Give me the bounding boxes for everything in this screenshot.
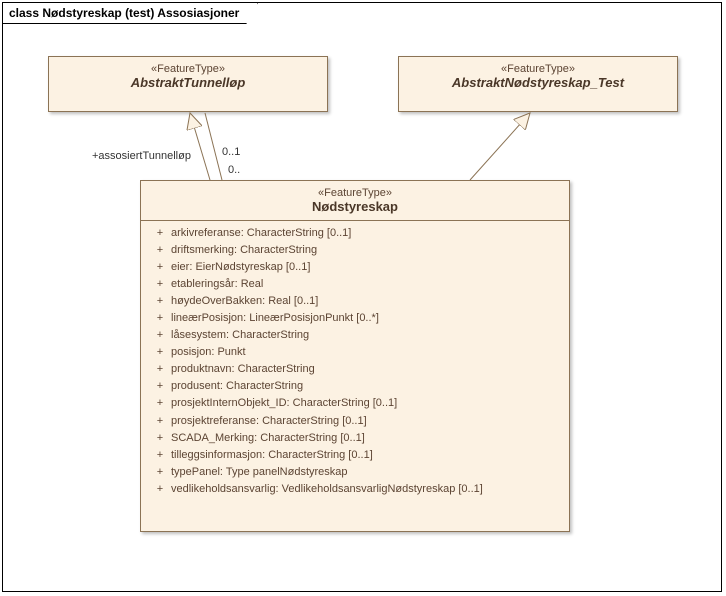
visibility-symbol: + (149, 413, 171, 430)
attribute-text: etableringsår: Real (171, 276, 263, 293)
stereotype-label: «FeatureType» (59, 63, 317, 75)
class-header: «FeatureType» AbstraktNødstyreskap_Test (399, 57, 677, 96)
visibility-symbol: + (149, 464, 171, 481)
attribute-row: +typePanel: Type panelNødstyreskap (149, 464, 561, 481)
visibility-symbol: + (149, 310, 171, 327)
class-abstrakt-tunnellop: «FeatureType» AbstraktTunnelløp (48, 56, 328, 112)
class-header: «FeatureType» AbstraktTunnelløp (49, 57, 327, 96)
attribute-row: +vedlikeholdsansvarlig: Vedlikeholdsansv… (149, 481, 561, 498)
attribute-text: SCADA_Merking: CharacterString [0..1] (171, 430, 365, 447)
attribute-text: låsesystem: CharacterString (171, 327, 309, 344)
visibility-symbol: + (149, 344, 171, 361)
attribute-text: høydeOverBakken: Real [0..1] (171, 293, 318, 310)
visibility-symbol: + (149, 395, 171, 412)
attribute-text: prosjektInternObjekt_ID: CharacterString… (171, 395, 397, 412)
visibility-symbol: + (149, 430, 171, 447)
attribute-text: typePanel: Type panelNødstyreskap (171, 464, 348, 481)
attribute-text: tilleggsinformasjon: CharacterString [0.… (171, 447, 373, 464)
attribute-row: +lineærPosisjon: LineærPosisjonPunkt [0.… (149, 310, 561, 327)
attribute-text: lineærPosisjon: LineærPosisjonPunkt [0..… (171, 310, 379, 327)
attribute-text: produktnavn: CharacterString (171, 361, 315, 378)
frame-title: class Nødstyreskap (test) Assosiasjoner (2, 2, 258, 24)
attribute-row: +arkivreferanse: CharacterString [0..1] (149, 225, 561, 242)
attribute-text: prosjektreferanse: CharacterString [0..1… (171, 413, 367, 430)
attribute-text: posisjon: Punkt (171, 344, 246, 361)
class-header: «FeatureType» Nødstyreskap (141, 181, 569, 220)
attribute-row: +etableringsår: Real (149, 276, 561, 293)
visibility-symbol: + (149, 293, 171, 310)
multiplicity-top: 0..1 (222, 146, 240, 158)
attribute-row: +prosjektInternObjekt_ID: CharacterStrin… (149, 395, 561, 412)
attribute-row: +SCADA_Merking: CharacterString [0..1] (149, 430, 561, 447)
class-name: AbstraktNødstyreskap_Test (409, 75, 667, 90)
class-name: Nødstyreskap (151, 199, 559, 214)
visibility-symbol: + (149, 259, 171, 276)
attribute-row: +produsent: CharacterString (149, 378, 561, 395)
visibility-symbol: + (149, 481, 171, 498)
attribute-row: +produktnavn: CharacterString (149, 361, 561, 378)
attribute-row: +posisjon: Punkt (149, 344, 561, 361)
class-name: AbstraktTunnelløp (59, 75, 317, 90)
multiplicity-bottom: 0.. (228, 164, 240, 176)
class-abstrakt-nodstyreskap-test: «FeatureType» AbstraktNødstyreskap_Test (398, 56, 678, 112)
attribute-row: +prosjektreferanse: CharacterString [0..… (149, 413, 561, 430)
attribute-row: +høydeOverBakken: Real [0..1] (149, 293, 561, 310)
stereotype-label: «FeatureType» (151, 187, 559, 199)
stereotype-label: «FeatureType» (409, 63, 667, 75)
attribute-text: produsent: CharacterString (171, 378, 303, 395)
visibility-symbol: + (149, 447, 171, 464)
association-role-label: +assosiertTunnelløp (92, 150, 191, 162)
attribute-compartment: +arkivreferanse: CharacterString [0..1]+… (141, 220, 569, 506)
attribute-row: +tilleggsinformasjon: CharacterString [0… (149, 447, 561, 464)
visibility-symbol: + (149, 242, 171, 259)
class-nodstyreskap: «FeatureType» Nødstyreskap +arkivreferan… (140, 180, 570, 532)
visibility-symbol: + (149, 327, 171, 344)
visibility-symbol: + (149, 361, 171, 378)
visibility-symbol: + (149, 276, 171, 293)
attribute-text: arkivreferanse: CharacterString [0..1] (171, 225, 351, 242)
attribute-text: vedlikeholdsansvarlig: Vedlikeholdsansva… (171, 481, 483, 498)
attribute-text: driftsmerking: CharacterString (171, 242, 317, 259)
attribute-text: eier: EierNødstyreskap [0..1] (171, 259, 310, 276)
visibility-symbol: + (149, 225, 171, 242)
attribute-row: +driftsmerking: CharacterString (149, 242, 561, 259)
attribute-row: +eier: EierNødstyreskap [0..1] (149, 259, 561, 276)
attribute-row: +låsesystem: CharacterString (149, 327, 561, 344)
visibility-symbol: + (149, 378, 171, 395)
